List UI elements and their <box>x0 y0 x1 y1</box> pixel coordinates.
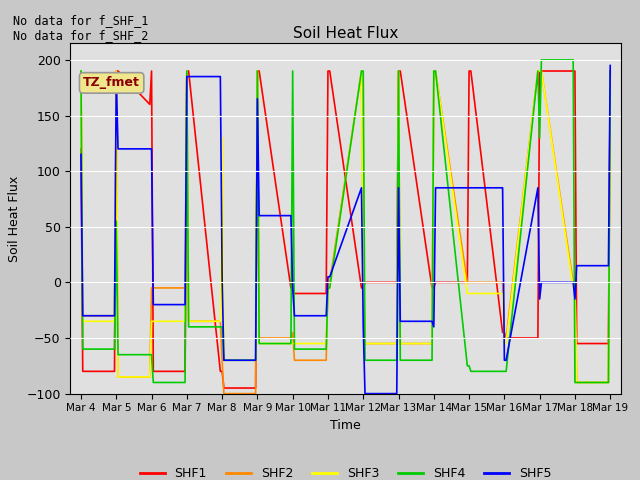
X-axis label: Time: Time <box>330 419 361 432</box>
Text: TZ_fmet: TZ_fmet <box>83 76 140 89</box>
Y-axis label: Soil Heat Flux: Soil Heat Flux <box>8 175 20 262</box>
Text: No data for f_SHF_1
No data for f_SHF_2: No data for f_SHF_1 No data for f_SHF_2 <box>13 14 148 42</box>
Legend: SHF1, SHF2, SHF3, SHF4, SHF5: SHF1, SHF2, SHF3, SHF4, SHF5 <box>134 462 557 480</box>
Title: Soil Heat Flux: Soil Heat Flux <box>293 25 398 41</box>
